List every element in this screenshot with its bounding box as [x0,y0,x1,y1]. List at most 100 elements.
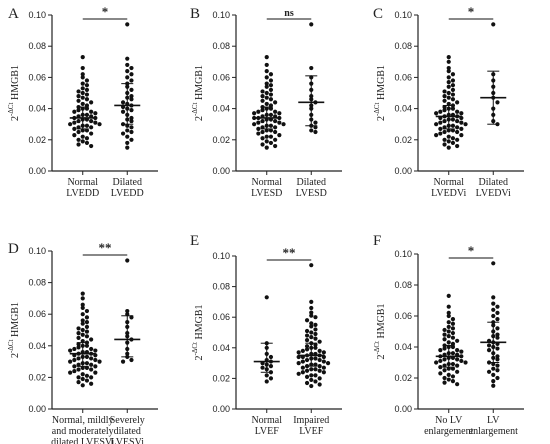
data-point [309,373,314,378]
data-point [125,75,130,80]
data-point [76,89,81,94]
data-point [89,381,94,386]
data-point [309,22,314,27]
data-point [68,370,73,375]
data-point [446,145,451,150]
data-point [491,261,496,266]
data-point [313,367,318,372]
data-point [89,109,94,114]
data-point [442,332,447,337]
data-point [84,87,90,92]
data-point [300,359,305,364]
x-category-label: Impaired [293,415,329,426]
data-point [455,137,460,142]
significance-label: * [468,243,475,258]
data-point [89,375,94,380]
significance-label: * [102,4,109,19]
data-point [459,126,464,131]
x-category-label: LVEF [255,426,280,437]
data-point [80,365,85,371]
data-point [495,332,500,337]
data-point [459,120,464,125]
data-point [268,103,274,108]
data-point [76,356,81,361]
data-point [296,371,301,376]
data-point [442,327,447,333]
data-point [446,75,451,80]
data-point [486,369,492,374]
x-category-label: enlargement [424,426,473,437]
data-point [463,360,468,365]
data-point [296,361,301,366]
data-point [304,357,310,363]
data-point [446,304,451,309]
data-point [317,339,322,344]
data-point [450,379,456,384]
data-point [442,98,447,103]
data-point [446,128,451,133]
data-point [80,134,85,139]
data-point [80,305,85,310]
data-point [317,376,322,381]
data-point [309,310,314,315]
data-point [84,112,90,117]
data-point [72,133,77,138]
data-point [450,326,456,331]
data-point [68,359,73,364]
data-point [268,83,274,88]
x-category-label: LVEDVi [431,188,466,199]
data-point [459,111,464,116]
data-point [120,100,126,105]
data-point [455,338,460,343]
data-point [495,363,500,368]
data-point [76,94,81,99]
data-point [450,106,456,111]
data-point [260,142,265,147]
y-tick-label: 0.00 [394,166,412,176]
data-point [273,100,278,105]
data-point [442,94,447,99]
data-point [125,128,130,133]
data-point [268,128,274,133]
data-point [80,327,85,333]
data-point [450,128,456,133]
y-tick-label: 0.06 [212,312,230,322]
data-point [491,372,496,377]
y-tick-label: 0.08 [212,41,230,51]
data-point [281,122,286,127]
y-tick-label: 0.10 [28,10,46,20]
data-point [252,111,257,116]
panel-label: E [190,233,199,249]
data-point [325,361,331,366]
data-point [76,335,81,340]
data-point [264,379,269,384]
data-point [80,55,85,60]
data-point [434,122,439,127]
x-category-label: LVEDVi [476,188,511,199]
data-point [491,313,496,319]
significance-label: * [468,4,475,19]
data-point [93,120,98,125]
data-point [442,375,447,381]
data-point [304,347,310,352]
data-point [455,369,460,374]
data-point [89,362,94,367]
data-point [80,81,85,86]
data-point [450,321,456,326]
data-point [72,368,77,374]
data-point [84,106,90,111]
data-point [313,331,318,337]
data-point [268,78,274,83]
data-point [268,87,274,92]
data-point [304,344,310,349]
data-point [438,358,443,364]
data-point [84,128,90,133]
data-point [309,367,314,372]
data-point [84,373,90,378]
data-point [268,112,274,117]
data-point [120,131,126,136]
data-point [442,137,447,142]
data-point [313,373,318,378]
data-point [450,136,456,141]
data-point [309,65,314,71]
